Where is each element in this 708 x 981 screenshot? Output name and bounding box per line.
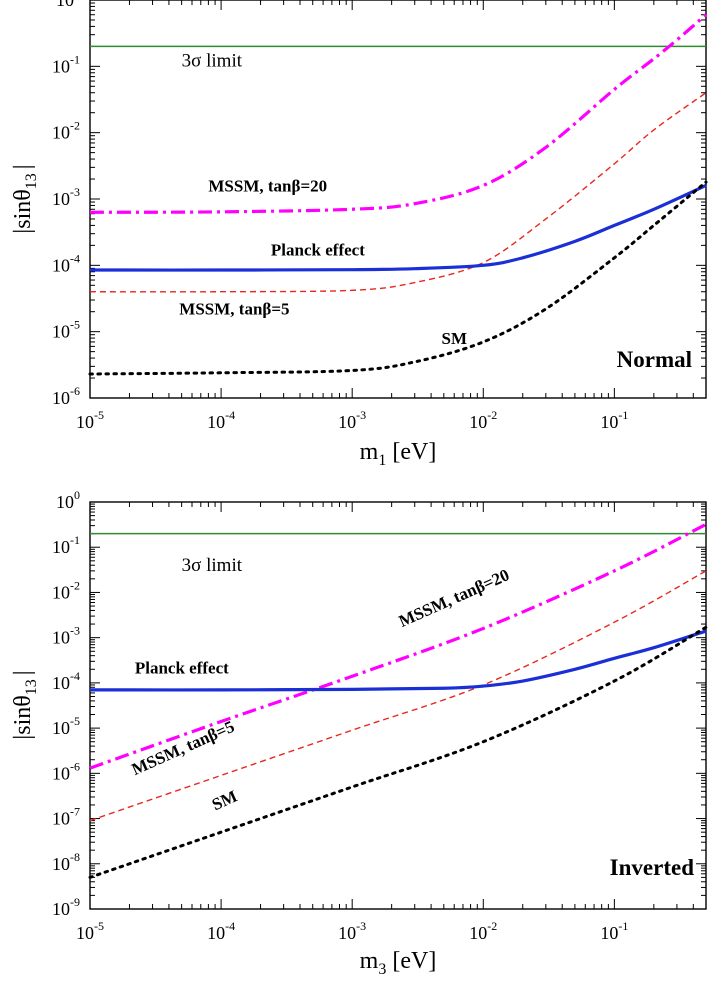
series-line-sm — [88, 625, 708, 879]
series-line-planck — [89, 629, 707, 692]
annotation-mssm5: MSSM, tanβ=5 — [179, 300, 289, 319]
y-tick-label: 10-4 — [52, 669, 80, 693]
x-tick-labels: 10-5 10-4 10-3 10-2 10-1 — [76, 919, 628, 943]
case-label: Inverted — [610, 855, 695, 880]
case-label: Normal — [617, 347, 692, 372]
series-line-planck — [89, 184, 707, 272]
annotation-limit: 3σ limit — [182, 555, 243, 576]
annotation-planck: Planck effect — [135, 659, 229, 678]
y-tick-label: 10-7 — [52, 805, 80, 829]
series-line-mssm20 — [89, 13, 708, 214]
y-tick-label: 10-1 — [52, 533, 80, 557]
y-tick-label: 10-6 — [52, 384, 80, 408]
series-line-mssm20 — [89, 522, 707, 770]
annotation-sm: SM — [209, 787, 240, 815]
x-tick-label: 10-5 — [76, 919, 104, 943]
panel-inverted: 10-5 10-4 10-3 10-2 10-1 100 10-1 10-2 10-3 10-4… — [10, 488, 708, 978]
x-tick-label: 10-4 — [207, 919, 235, 943]
y-tick-label: 10-3 — [52, 624, 80, 648]
series-line-mssm5 — [89, 570, 707, 822]
y-tick-label: 10-9 — [52, 895, 80, 919]
y-tick-label: 10-5 — [52, 318, 80, 342]
y-tick-label: 10-8 — [52, 850, 80, 874]
y-tick-label: 100 — [56, 488, 80, 512]
series-line-mssm5 — [89, 92, 707, 293]
annotation-mssm20: MSSM, tanβ=20 — [208, 176, 327, 195]
y-tick-label: 10-2 — [52, 578, 80, 602]
annotation-sm: SM — [441, 329, 467, 348]
x-axis-label: m1 [eV] — [360, 439, 437, 469]
x-tick-label: 10-5 — [76, 408, 104, 432]
y-tick-label: 10-2 — [52, 119, 80, 143]
x-tick-label: 10-2 — [469, 919, 497, 943]
annotation-planck: Planck effect — [271, 241, 365, 260]
x-tick-label: 10-2 — [469, 408, 497, 432]
y-tick-label: 10-3 — [52, 185, 80, 209]
y-tick-label: 100 — [56, 0, 80, 10]
axis-ticks — [89, 0, 707, 399]
plot-frame — [89, 501, 707, 910]
y-axis-label: |sinθ13| — [10, 670, 40, 739]
y-tick-labels: 100 10-1 10-2 10-3 10-4 10-5 10-6 10-7 10-8 10-9 — [52, 488, 80, 919]
x-tick-label: 10-1 — [600, 408, 628, 432]
x-tick-label: 10-4 — [207, 408, 235, 432]
y-tick-label: 10-4 — [52, 251, 80, 275]
x-tick-labels: 10-5 10-4 10-3 10-2 10-1 — [76, 408, 628, 432]
y-tick-labels: 100 10-1 10-2 10-3 10-4 10-5 10-6 — [52, 0, 80, 408]
y-tick-label: 10-6 — [52, 759, 80, 783]
y-axis-label: |sinθ13| — [10, 164, 40, 233]
series-line-sm — [88, 180, 708, 376]
x-tick-label: 10-1 — [600, 919, 628, 943]
y-tick-label: 10-5 — [52, 714, 80, 738]
x-tick-label: 10-3 — [338, 919, 366, 943]
series-group — [88, 13, 708, 376]
x-axis-label: m3 [eV] — [360, 948, 437, 978]
annotations: 3σ limit MSSM, tanβ=20 Planck effect MSSM, … — [179, 50, 467, 348]
series-group — [88, 522, 708, 879]
x-tick-label: 10-3 — [338, 408, 366, 432]
annotation-limit: 3σ limit — [182, 50, 243, 71]
y-tick-label: 10-1 — [52, 52, 80, 76]
panel-normal: 10-5 10-4 10-3 10-2 10-1 100 10-1 10-2 10-3 10-4… — [10, 0, 708, 469]
annotation-mssm20: MSSM, tanβ=20 — [396, 565, 512, 631]
axis-ticks — [89, 501, 707, 910]
